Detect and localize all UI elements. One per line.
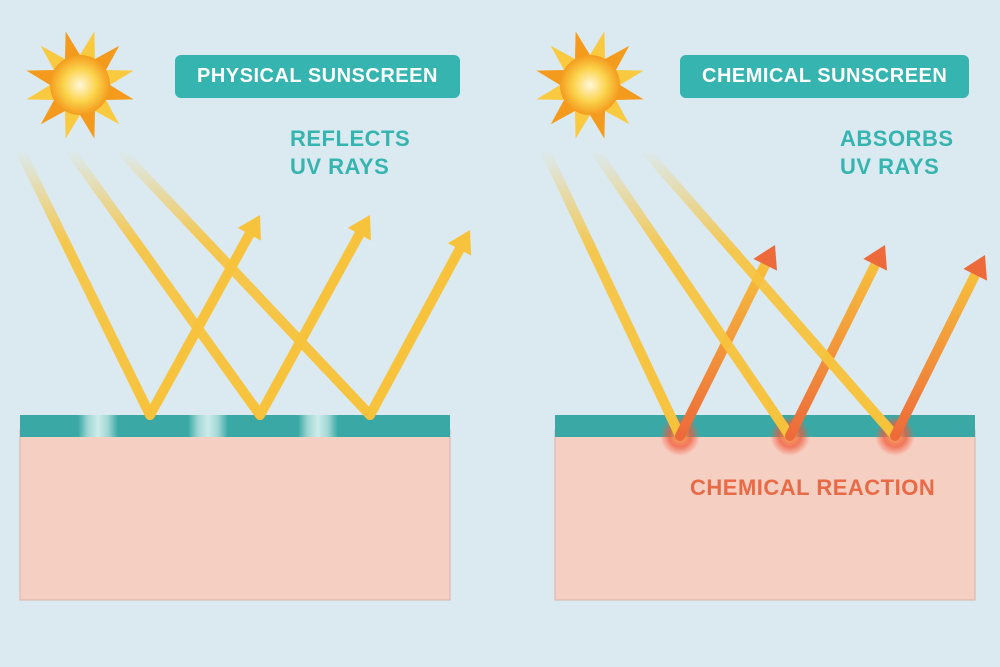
- uv-ray-in: [70, 150, 260, 415]
- uv-ray-out: [370, 242, 464, 415]
- physical-layer-gap: [78, 415, 118, 437]
- physical-subtitle: REFLECTS UV RAYS: [290, 125, 410, 180]
- uv-ray-in: [545, 150, 680, 436]
- sun-icon: [26, 31, 133, 138]
- drawing-layer: [0, 0, 1000, 667]
- chemical-subtitle-line1: ABSORBS: [840, 126, 954, 151]
- physical-title-badge: PHYSICAL SUNSCREEN: [175, 55, 460, 98]
- chemical-subtitle: ABSORBS UV RAYS: [840, 125, 954, 180]
- chemical-title-badge: CHEMICAL SUNSCREEN: [680, 55, 969, 98]
- skin-block: [20, 430, 450, 600]
- physical-layer-gap: [188, 415, 228, 437]
- uv-ray-in: [20, 150, 150, 415]
- diagram-canvas: PHYSICAL SUNSCREEN REFLECTS UV RAYS CHEM…: [0, 0, 1000, 667]
- uv-ray-in: [595, 150, 790, 436]
- physical-subtitle-line1: REFLECTS: [290, 126, 410, 151]
- physical-layer-gap: [298, 415, 338, 437]
- chemical-reaction-label: CHEMICAL REACTION: [690, 475, 935, 501]
- chemical-subtitle-line2: UV RAYS: [840, 154, 939, 179]
- physical-layer-segment: [20, 415, 78, 437]
- physical-subtitle-line2: UV RAYS: [290, 154, 389, 179]
- skin-block: [555, 430, 975, 600]
- sun-icon: [536, 31, 643, 138]
- physical-layer-segment: [338, 415, 450, 437]
- uv-ray-out: [895, 267, 979, 436]
